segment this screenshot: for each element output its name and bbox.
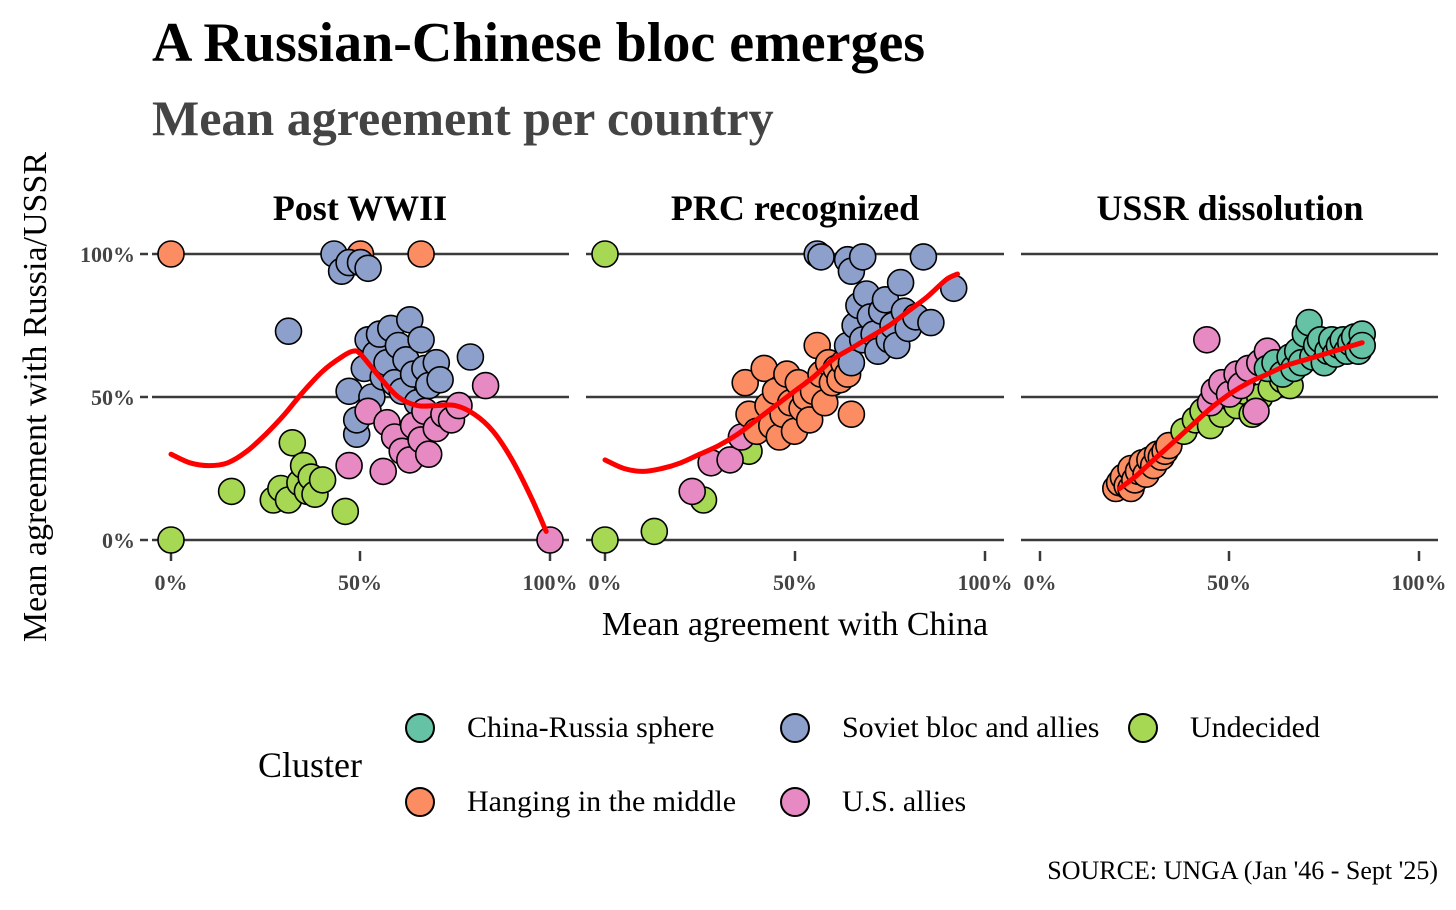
- chart-svg: Post WWII 0% 50% 100% PRC recognized 0% …: [17, 152, 1447, 643]
- data-point: [591, 526, 619, 554]
- legend-label: U.S. allies: [842, 785, 967, 818]
- data-point: [354, 254, 382, 283]
- data-point: [278, 428, 307, 457]
- legend-item-undecided: Undecided: [1128, 706, 1320, 750]
- x-tick-label: 100%: [958, 570, 1013, 595]
- panel-0-marks: [157, 240, 564, 554]
- panel-post-wwii: Post WWII 0% 50% 100%: [152, 188, 578, 595]
- chart-subtitle: Mean agreement per country: [152, 90, 774, 146]
- y-axis-label: Mean agreement with Russia/USSR: [17, 152, 54, 642]
- x-tick-label: 50%: [1207, 570, 1251, 595]
- y-tick-label: 50%: [91, 385, 135, 410]
- data-point: [335, 377, 363, 406]
- legend-label: Soviet bloc and allies: [842, 711, 1100, 744]
- legend-swatch: [780, 787, 810, 817]
- data-point: [407, 325, 435, 354]
- x-tick-label: 100%: [523, 570, 578, 595]
- legend-swatch: [405, 787, 435, 817]
- data-point: [716, 446, 744, 474]
- data-point: [335, 451, 363, 480]
- legend-item-soviet-bloc: Soviet bloc and allies: [780, 706, 1099, 750]
- panel-1-marks: [591, 240, 968, 554]
- legend-label: China-Russia sphere: [467, 711, 715, 744]
- panel-ussr-dissolution: USSR dissolution 0% 50% 100%: [1021, 188, 1447, 595]
- x-tick-label: 100%: [1392, 570, 1447, 595]
- data-point: [157, 526, 185, 554]
- data-point: [536, 526, 564, 554]
- data-point: [369, 457, 398, 486]
- data-point: [471, 371, 500, 400]
- chart-title: A Russian-Chinese bloc emerges: [152, 12, 926, 74]
- data-point: [308, 466, 337, 494]
- y-tick-label: 100%: [80, 242, 135, 267]
- trend-line: [1117, 340, 1365, 491]
- y-tick-label: 0%: [102, 528, 135, 553]
- data-point: [157, 240, 185, 268]
- legend-swatch: [780, 713, 810, 743]
- trend-line: [602, 271, 960, 474]
- data-point: [886, 268, 915, 297]
- data-point: [807, 243, 835, 271]
- data-point: [678, 477, 707, 506]
- panel-title: PRC recognized: [671, 188, 919, 228]
- data-point: [426, 365, 454, 394]
- data-point: [848, 243, 877, 271]
- legend-swatch: [405, 713, 435, 743]
- x-tick-label: 0%: [155, 570, 188, 595]
- legend-title: Cluster: [258, 745, 362, 785]
- data-point: [1193, 325, 1221, 354]
- data-point: [731, 368, 760, 397]
- data-point: [591, 240, 619, 268]
- data-point: [456, 343, 485, 371]
- legend-label: Hanging in the middle: [467, 785, 737, 818]
- data-point: [414, 440, 443, 469]
- legend-label: Undecided: [1190, 711, 1320, 744]
- data-point: [331, 497, 360, 526]
- data-point: [1242, 397, 1270, 426]
- panel-title: USSR dissolution: [1096, 188, 1363, 228]
- legend-swatch: [1128, 713, 1158, 743]
- data-point: [917, 308, 945, 337]
- data-point: [837, 400, 866, 429]
- data-point: [640, 517, 669, 546]
- legend-item-hanging-in-the-middle: Hanging in the middle: [405, 780, 736, 824]
- data-point: [909, 243, 938, 271]
- data-point: [217, 477, 246, 506]
- data-point: [750, 354, 779, 383]
- source-note: SOURCE: UNGA (Jan '46 - Sept '25): [1047, 856, 1438, 885]
- panel-prc-recognized: PRC recognized 0% 50% 100%: [586, 188, 1013, 595]
- legend-item-us-allies: U.S. allies: [780, 780, 966, 824]
- x-tick-label: 50%: [338, 570, 382, 595]
- data-point: [407, 240, 435, 268]
- trend-line: [168, 348, 549, 534]
- x-tick-label: 0%: [589, 570, 622, 595]
- x-tick-label: 50%: [773, 570, 817, 595]
- x-axis-label: Mean agreement with China: [602, 606, 988, 643]
- panel-title: Post WWII: [273, 188, 447, 228]
- legend-item-china-russia-sphere: China-Russia sphere: [405, 706, 714, 750]
- panel-2-marks: [1102, 308, 1376, 503]
- x-tick-label: 0%: [1024, 570, 1057, 595]
- data-point: [274, 317, 303, 346]
